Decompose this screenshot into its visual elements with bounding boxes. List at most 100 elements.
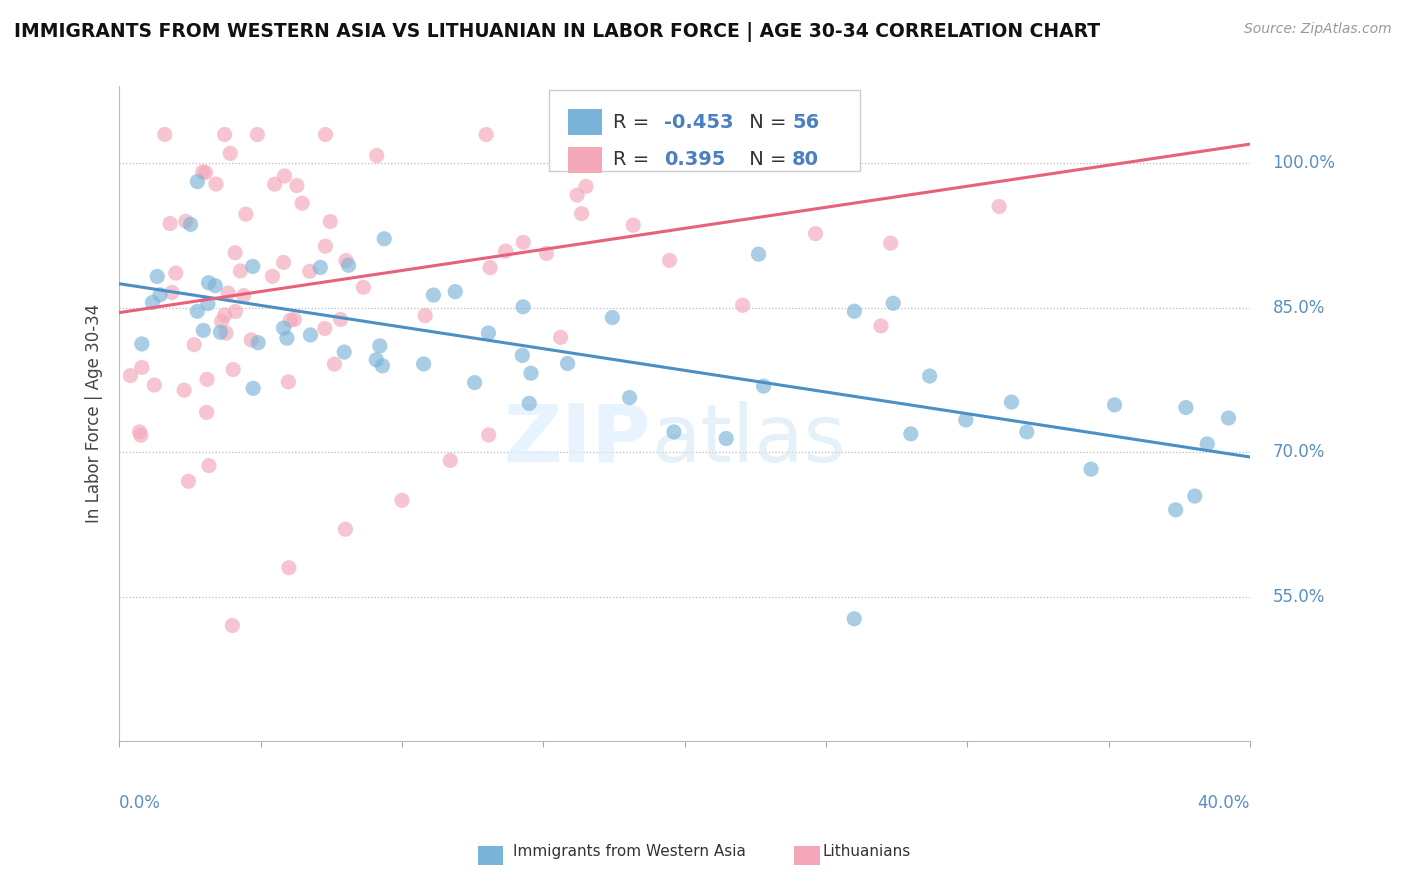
Point xyxy=(131,337,153,351)
Point xyxy=(224,304,246,318)
Text: N =: N = xyxy=(744,113,793,132)
Text: 40.0%: 40.0% xyxy=(1198,794,1250,812)
Point xyxy=(478,428,501,442)
Point xyxy=(242,260,264,274)
Point xyxy=(714,432,737,446)
Text: Source: ZipAtlas.com: Source: ZipAtlas.com xyxy=(1244,22,1392,37)
Point xyxy=(277,560,299,574)
Point xyxy=(291,196,314,211)
Point xyxy=(186,304,208,318)
Point xyxy=(219,146,242,161)
Point xyxy=(658,253,681,268)
Point xyxy=(1218,411,1240,425)
Point xyxy=(232,288,254,302)
Point xyxy=(174,214,197,228)
Text: 80: 80 xyxy=(792,150,820,169)
Point xyxy=(240,333,263,347)
Point xyxy=(131,360,153,375)
Point xyxy=(195,405,218,419)
Point xyxy=(804,227,827,241)
Point xyxy=(1197,437,1219,451)
Point xyxy=(197,296,219,310)
Text: -0.453: -0.453 xyxy=(664,113,734,132)
Point xyxy=(517,396,540,410)
Text: atlas: atlas xyxy=(651,401,845,479)
Point xyxy=(1174,401,1197,415)
Point xyxy=(619,391,641,405)
Point xyxy=(366,352,388,367)
Point xyxy=(1104,398,1126,412)
Point xyxy=(314,128,336,142)
Point xyxy=(285,178,308,193)
Point xyxy=(180,217,202,231)
Point xyxy=(247,335,270,350)
Text: 0.0%: 0.0% xyxy=(120,794,162,812)
Point xyxy=(870,318,893,333)
Point xyxy=(246,128,269,142)
Point xyxy=(728,154,751,169)
Point xyxy=(988,200,1011,214)
Point xyxy=(444,285,467,299)
Point xyxy=(314,321,336,335)
Point xyxy=(141,295,163,310)
Point xyxy=(811,143,834,157)
Point xyxy=(1015,425,1038,439)
Text: R =: R = xyxy=(613,150,662,169)
Point xyxy=(120,368,142,383)
Point xyxy=(263,177,285,191)
Point xyxy=(479,260,502,275)
Point xyxy=(242,381,264,395)
Point xyxy=(900,426,922,441)
Point xyxy=(209,325,232,339)
Point xyxy=(955,413,977,427)
Point xyxy=(165,266,187,280)
Point xyxy=(1080,462,1102,476)
Point xyxy=(235,207,257,221)
Point xyxy=(273,321,295,335)
Point xyxy=(191,165,214,179)
Point xyxy=(820,128,842,142)
Point xyxy=(198,458,221,473)
Point xyxy=(412,357,434,371)
Point xyxy=(323,357,346,371)
Point xyxy=(373,232,395,246)
Point xyxy=(565,188,588,202)
Point xyxy=(195,372,218,386)
Point xyxy=(520,366,543,380)
Point xyxy=(352,280,374,294)
Point xyxy=(159,217,181,231)
FancyBboxPatch shape xyxy=(548,89,860,171)
Point xyxy=(183,337,205,351)
Point xyxy=(748,247,770,261)
Point xyxy=(368,339,391,353)
Point xyxy=(215,326,238,340)
Point xyxy=(621,218,644,232)
Point xyxy=(371,359,394,373)
Point xyxy=(129,428,152,442)
Point xyxy=(146,269,169,284)
Point xyxy=(214,128,236,142)
Point xyxy=(422,288,444,302)
Point xyxy=(1184,489,1206,503)
Point xyxy=(366,148,388,162)
Point xyxy=(273,255,295,269)
Point xyxy=(879,236,901,251)
Point xyxy=(204,278,226,293)
Point xyxy=(160,285,183,300)
Point xyxy=(197,276,219,290)
Point xyxy=(333,345,356,359)
Point xyxy=(661,128,683,142)
Text: IMMIGRANTS FROM WESTERN ASIA VS LITHUANIAN IN LABOR FORCE | AGE 30-34 CORRELATIO: IMMIGRANTS FROM WESTERN ASIA VS LITHUANI… xyxy=(14,22,1099,42)
Point xyxy=(128,425,150,439)
Point xyxy=(277,375,299,389)
Point xyxy=(571,207,593,221)
Text: Lithuanians: Lithuanians xyxy=(823,845,911,859)
Point xyxy=(1164,503,1187,517)
Text: 55.0%: 55.0% xyxy=(1272,588,1324,606)
Point xyxy=(844,304,866,318)
Point xyxy=(273,169,295,183)
Point xyxy=(550,330,572,344)
Point xyxy=(495,244,517,259)
Text: R =: R = xyxy=(613,113,655,132)
Y-axis label: In Labor Force | Age 30-34: In Labor Force | Age 30-34 xyxy=(86,304,103,524)
